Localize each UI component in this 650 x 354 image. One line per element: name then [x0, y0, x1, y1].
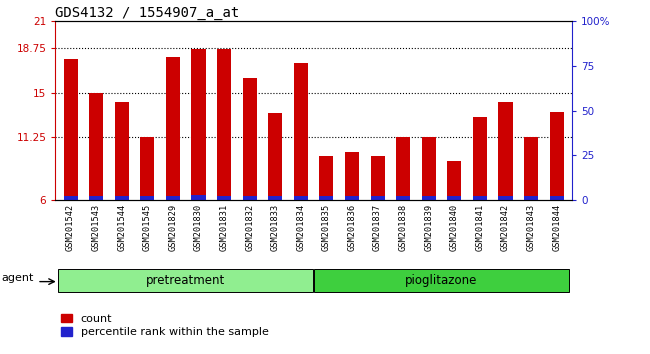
- Text: GSM201545: GSM201545: [143, 204, 152, 251]
- Bar: [217, 49, 231, 200]
- Bar: [140, 196, 155, 200]
- Text: GSM201543: GSM201543: [92, 204, 101, 251]
- Bar: [524, 196, 538, 200]
- Bar: [268, 113, 282, 200]
- Bar: [89, 196, 103, 200]
- Text: GSM201843: GSM201843: [526, 204, 536, 251]
- Bar: [499, 102, 512, 200]
- Bar: [294, 63, 308, 200]
- Bar: [447, 196, 462, 200]
- Text: GSM201542: GSM201542: [66, 204, 75, 251]
- Text: GSM201833: GSM201833: [271, 204, 280, 251]
- Text: GSM201830: GSM201830: [194, 204, 203, 251]
- Bar: [499, 196, 512, 200]
- Bar: [345, 152, 359, 200]
- Text: pioglitazone: pioglitazone: [406, 274, 478, 287]
- Bar: [550, 112, 564, 200]
- Bar: [192, 195, 205, 200]
- Bar: [192, 48, 205, 200]
- Text: pretreatment: pretreatment: [146, 274, 226, 287]
- Bar: [115, 102, 129, 200]
- Bar: [242, 196, 257, 200]
- Text: GSM201829: GSM201829: [168, 204, 177, 251]
- Bar: [524, 137, 538, 200]
- Bar: [115, 196, 129, 200]
- Text: GSM201840: GSM201840: [450, 204, 459, 251]
- Text: GSM201832: GSM201832: [245, 204, 254, 251]
- Text: GSM201834: GSM201834: [296, 204, 306, 251]
- Text: GSM201837: GSM201837: [373, 204, 382, 251]
- Bar: [314, 269, 569, 292]
- Text: GSM201841: GSM201841: [475, 204, 484, 251]
- Bar: [268, 196, 282, 200]
- Bar: [550, 196, 564, 200]
- Bar: [447, 161, 462, 200]
- Text: GSM201838: GSM201838: [398, 204, 408, 251]
- Bar: [64, 196, 77, 200]
- Bar: [422, 137, 436, 200]
- Bar: [319, 196, 333, 200]
- Bar: [140, 137, 155, 200]
- Bar: [242, 79, 257, 200]
- Bar: [396, 196, 410, 200]
- Bar: [166, 57, 180, 200]
- Text: GSM201842: GSM201842: [501, 204, 510, 251]
- Bar: [89, 93, 103, 200]
- Text: GSM201836: GSM201836: [348, 204, 356, 251]
- Bar: [422, 196, 436, 200]
- Bar: [294, 196, 308, 200]
- Bar: [370, 156, 385, 200]
- Bar: [473, 116, 487, 200]
- Text: GSM201835: GSM201835: [322, 204, 331, 251]
- Text: GSM201544: GSM201544: [117, 204, 126, 251]
- Bar: [217, 196, 231, 200]
- Bar: [166, 196, 180, 200]
- Text: GSM201831: GSM201831: [220, 204, 229, 251]
- Text: agent: agent: [1, 273, 34, 284]
- Text: GDS4132 / 1554907_a_at: GDS4132 / 1554907_a_at: [55, 6, 239, 20]
- Bar: [396, 137, 410, 200]
- Bar: [473, 196, 487, 200]
- Bar: [319, 156, 333, 200]
- Bar: [345, 196, 359, 200]
- Text: GSM201839: GSM201839: [424, 204, 434, 251]
- Text: GSM201844: GSM201844: [552, 204, 561, 251]
- Bar: [58, 269, 313, 292]
- Bar: [370, 196, 385, 200]
- Legend: count, percentile rank within the sample: count, percentile rank within the sample: [61, 314, 268, 337]
- Bar: [64, 59, 77, 200]
